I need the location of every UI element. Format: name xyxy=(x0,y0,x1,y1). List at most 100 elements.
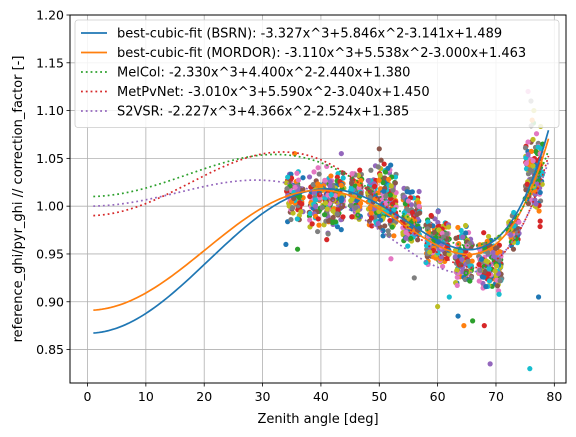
data-point xyxy=(327,183,333,189)
data-point xyxy=(523,160,529,166)
data-point xyxy=(492,254,498,260)
data-point xyxy=(298,209,304,215)
data-point xyxy=(383,200,389,206)
data-point xyxy=(378,157,384,163)
legend-box xyxy=(74,19,560,128)
data-point xyxy=(494,245,500,251)
data-point xyxy=(452,254,458,260)
data-point xyxy=(403,229,409,236)
data-point xyxy=(428,212,434,219)
data-point xyxy=(382,223,388,229)
x-tick-label: 0 xyxy=(84,389,92,404)
data-point xyxy=(533,201,539,207)
data-point xyxy=(416,203,422,209)
data-point xyxy=(285,174,291,180)
data-point xyxy=(307,217,313,223)
data-point xyxy=(349,171,355,177)
data-point xyxy=(322,177,328,183)
data-point xyxy=(288,175,295,181)
data-point xyxy=(290,210,296,216)
fit-line xyxy=(93,150,550,247)
data-point xyxy=(315,181,321,187)
data-point xyxy=(511,209,517,216)
x-tick-label: 40 xyxy=(313,389,329,404)
data-point xyxy=(324,237,330,243)
data-point xyxy=(292,184,298,190)
data-point xyxy=(522,145,529,151)
data-point xyxy=(467,278,473,284)
data-point xyxy=(476,261,482,268)
x-axis-label: Zenith angle [deg] xyxy=(257,412,378,427)
data-point xyxy=(338,227,344,233)
data-point xyxy=(388,183,394,189)
data-point xyxy=(387,217,393,224)
data-point xyxy=(462,222,469,229)
data-point xyxy=(369,223,375,229)
data-point xyxy=(299,201,305,207)
data-point xyxy=(535,294,542,300)
data-point xyxy=(458,227,464,234)
data-point xyxy=(377,172,383,178)
data-point xyxy=(537,218,543,224)
data-point xyxy=(300,175,306,181)
data-point xyxy=(315,228,321,235)
data-point xyxy=(372,183,378,189)
data-point xyxy=(486,278,493,284)
x-tick-label: 60 xyxy=(430,389,446,404)
y-tick-label: 0.95 xyxy=(36,246,64,261)
data-point xyxy=(333,219,339,225)
data-point xyxy=(349,186,355,193)
data-point xyxy=(307,193,313,200)
data-point xyxy=(459,256,465,263)
data-point xyxy=(375,164,381,170)
data-point xyxy=(376,177,382,183)
data-point xyxy=(537,189,543,196)
data-point xyxy=(454,282,460,289)
data-point xyxy=(405,243,411,249)
data-point xyxy=(525,139,531,145)
data-point xyxy=(340,214,346,220)
x-tick-label: 30 xyxy=(255,389,271,404)
legend: best-cubic-fit (BSRN): -3.327x^3+5.846x^… xyxy=(74,19,560,128)
data-point xyxy=(454,274,460,280)
data-point xyxy=(481,230,487,236)
data-point xyxy=(348,202,354,208)
data-point xyxy=(358,200,364,206)
data-point xyxy=(460,234,466,240)
data-point xyxy=(461,323,467,329)
data-point xyxy=(514,240,521,246)
legend-entry: best-cubic-fit (MORDOR): -3.110x^3+5.538… xyxy=(117,46,526,61)
x-tick-label: 70 xyxy=(488,389,504,404)
data-point xyxy=(325,231,331,237)
data-point xyxy=(390,187,396,193)
y-tick-label: 1.10 xyxy=(36,103,64,118)
data-point xyxy=(530,136,536,143)
data-point xyxy=(383,193,389,199)
data-point xyxy=(427,249,433,255)
data-point xyxy=(330,214,336,221)
data-point xyxy=(368,167,374,173)
data-point xyxy=(414,211,420,218)
data-point xyxy=(349,181,355,187)
data-point xyxy=(315,165,321,171)
x-tick-label: 80 xyxy=(546,389,562,404)
data-point xyxy=(455,224,461,231)
data-point xyxy=(469,258,475,264)
data-point xyxy=(338,150,344,157)
data-point xyxy=(365,177,371,184)
data-point xyxy=(353,204,359,211)
y-tick-label: 0.85 xyxy=(36,342,64,357)
x-tick-label: 50 xyxy=(371,389,387,404)
y-axis-ticks: 0.85 0.90 0.95 1.00 1.05 1.10 1.15 1.20 xyxy=(36,8,70,357)
data-point xyxy=(530,158,536,164)
data-point xyxy=(483,283,489,290)
data-point xyxy=(496,291,502,297)
data-point xyxy=(494,283,501,289)
data-point xyxy=(340,175,346,181)
data-point xyxy=(525,151,531,158)
data-point xyxy=(403,235,409,241)
data-point xyxy=(392,180,398,186)
legend-entry: MelCol: -2.330x^3+4.400x^2-2.440x+1.380 xyxy=(117,66,410,81)
data-point xyxy=(438,254,444,260)
fit-line xyxy=(93,161,550,275)
